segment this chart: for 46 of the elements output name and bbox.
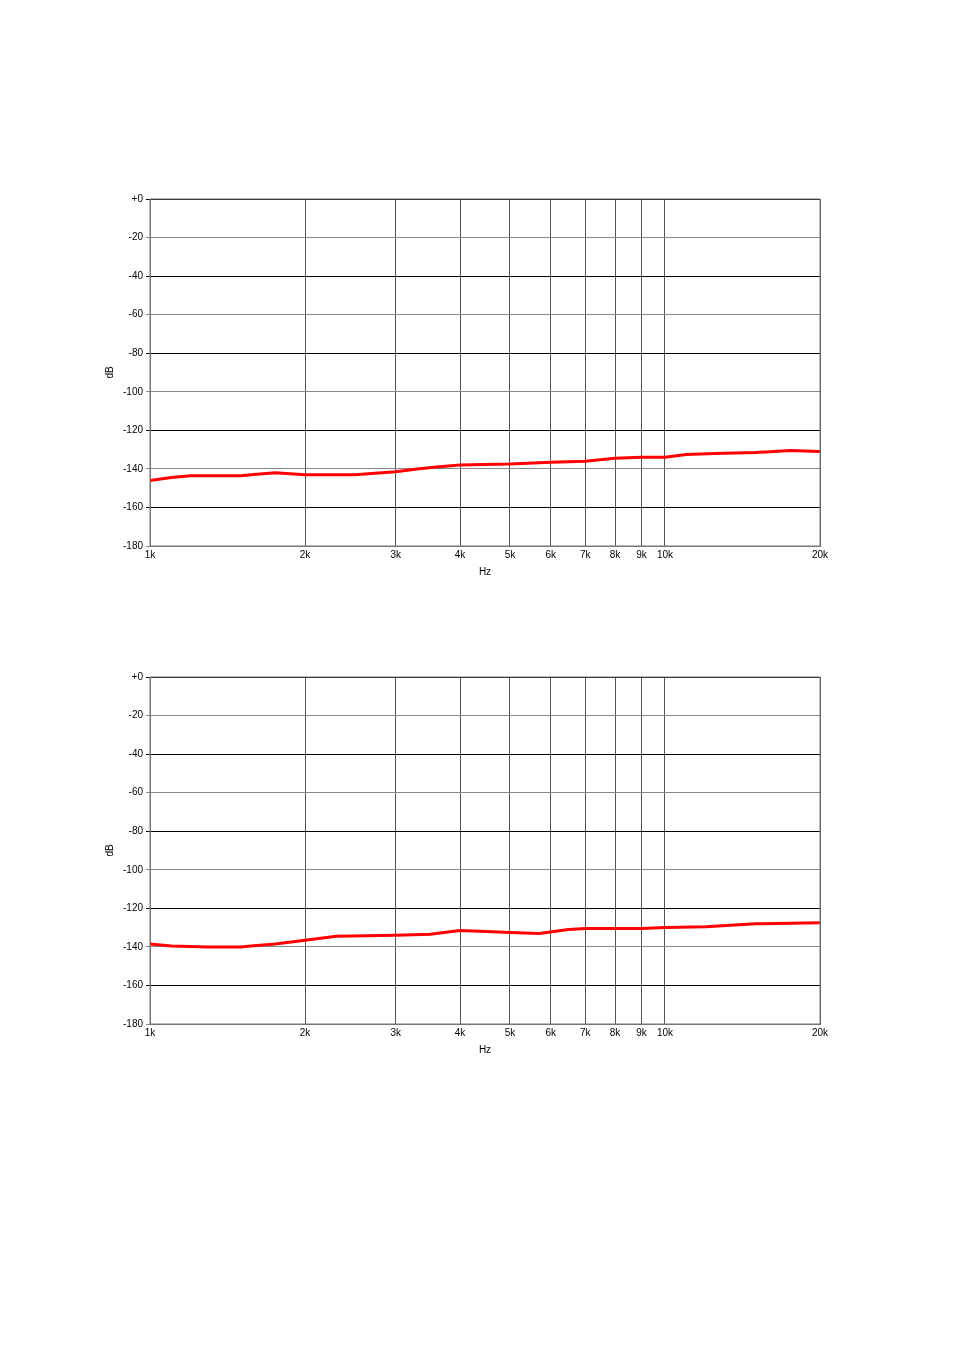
y-tick-label: +0 bbox=[131, 670, 144, 682]
x-tick-label: 8k bbox=[609, 1026, 622, 1038]
y-tick-label: -100 bbox=[123, 385, 144, 397]
x-tick-label: 10k bbox=[656, 1026, 675, 1038]
x-tick-label: 2k bbox=[299, 1026, 312, 1038]
y-tick-label: -40 bbox=[128, 747, 144, 759]
y-tick-label: -80 bbox=[128, 346, 144, 358]
x-tick-label: 2k bbox=[299, 548, 312, 560]
y-tick-label: -140 bbox=[123, 940, 144, 952]
y-axis-title: dB bbox=[103, 366, 115, 379]
x-tick-label: 6k bbox=[545, 1026, 558, 1038]
y-tick-label: -60 bbox=[128, 308, 144, 320]
x-tick-label: 6k bbox=[545, 548, 558, 560]
x-tick-label: 1k bbox=[144, 548, 157, 560]
x-tick-label: 5k bbox=[504, 1026, 517, 1038]
y-tick-label: -180 bbox=[123, 539, 144, 551]
x-tick-label: 20k bbox=[811, 548, 830, 560]
y-tick-label: -140 bbox=[123, 462, 144, 474]
x-tick-label: 3k bbox=[390, 548, 402, 560]
x-tick-label: 9k bbox=[636, 1026, 648, 1038]
x-tick-label: 3k bbox=[390, 1026, 402, 1038]
y-tick-label: -20 bbox=[128, 231, 144, 243]
x-tick-label: 20k bbox=[811, 1026, 830, 1038]
y-tick-label: -160 bbox=[123, 501, 144, 513]
x-tick-label: 4k bbox=[454, 548, 467, 560]
x-axis-title: Hz bbox=[478, 1043, 492, 1055]
x-tick-label: 8k bbox=[609, 548, 622, 560]
y-tick-label: -100 bbox=[123, 863, 144, 875]
y-tick-label: -20 bbox=[128, 709, 144, 721]
x-tick-label: 7k bbox=[579, 1026, 592, 1038]
x-tick-label: 7k bbox=[579, 548, 592, 560]
y-tick-label: -60 bbox=[128, 786, 144, 798]
y-tick-label: -40 bbox=[128, 269, 144, 281]
x-tick-label: 4k bbox=[454, 1026, 467, 1038]
y-tick-label: -180 bbox=[123, 1017, 144, 1029]
y-tick-label: +0 bbox=[131, 192, 144, 204]
x-tick-label: 10k bbox=[656, 548, 675, 560]
y-tick-label: -120 bbox=[123, 424, 144, 436]
x-axis-title: Hz bbox=[478, 565, 492, 577]
y-axis-title: dB bbox=[103, 844, 115, 857]
y-tick-label: -120 bbox=[123, 902, 144, 914]
x-tick-label: 5k bbox=[504, 548, 517, 560]
y-tick-label: -80 bbox=[128, 824, 144, 836]
x-tick-label: 9k bbox=[636, 548, 648, 560]
y-tick-label: -160 bbox=[123, 979, 144, 991]
x-tick-label: 1k bbox=[144, 1026, 157, 1038]
